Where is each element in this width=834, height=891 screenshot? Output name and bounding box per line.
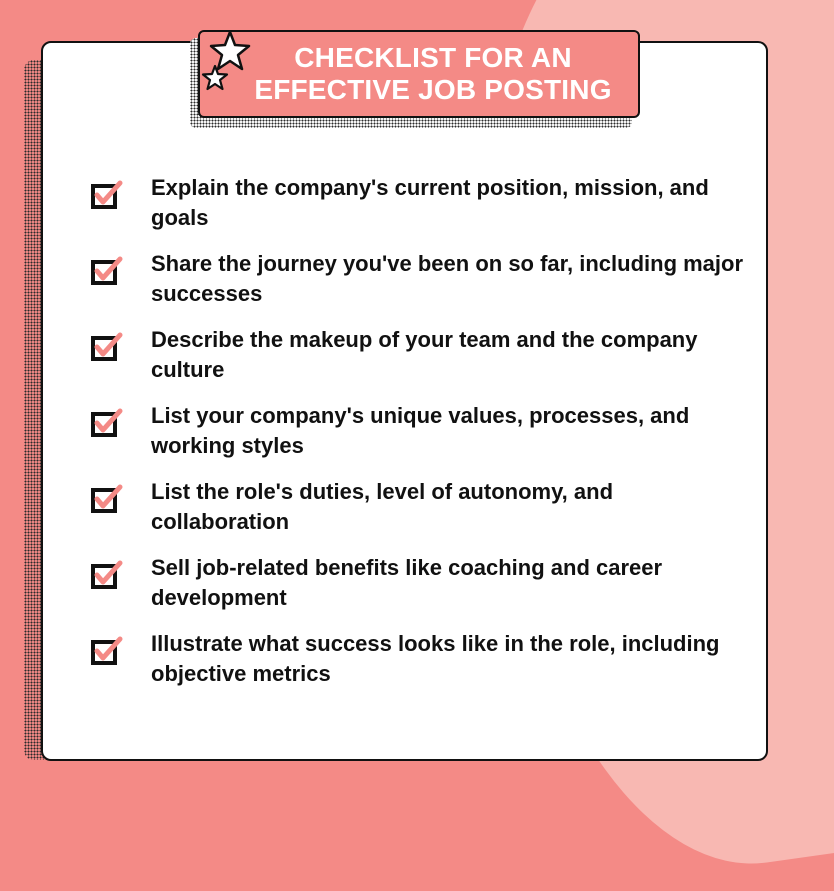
checklist-item-text: Sell job-related benefits like coaching …	[151, 555, 663, 610]
checkbox-checked-icon	[91, 180, 123, 209]
checkbox-checked-icon	[91, 560, 123, 589]
checklist-item: Sell job-related benefits like coaching …	[91, 553, 751, 629]
checklist-card	[41, 41, 768, 761]
checkbox-checked-icon	[91, 484, 123, 513]
checklist-item-text: Illustrate what success looks like in th…	[151, 631, 720, 686]
checklist-item-text: List the role's duties, level of autonom…	[151, 479, 614, 534]
checklist-item: Share the journey you've been on so far,…	[91, 249, 751, 325]
checkbox-checked-icon	[91, 256, 123, 285]
checklist-item-text: Describe the makeup of your team and the…	[151, 327, 698, 382]
checklist: Explain the company's current position, …	[91, 173, 751, 705]
checklist-item-text: Explain the company's current position, …	[151, 175, 709, 230]
title-line-1: CHECKLIST FOR AN	[294, 42, 572, 73]
checklist-item: List your company's unique values, proce…	[91, 401, 751, 477]
checklist-item: Describe the makeup of your team and the…	[91, 325, 751, 401]
large-star-icon	[209, 30, 251, 71]
checklist-item-text: List your company's unique values, proce…	[151, 403, 690, 458]
title-banner: CHECKLIST FOR AN EFFECTIVE JOB POSTING	[198, 30, 640, 118]
checklist-item: List the role's duties, level of autonom…	[91, 477, 751, 553]
checklist-item: Explain the company's current position, …	[91, 173, 751, 249]
checkbox-checked-icon	[91, 408, 123, 437]
checkbox-checked-icon	[91, 636, 123, 665]
title-line-2: EFFECTIVE JOB POSTING	[254, 74, 612, 105]
checkbox-checked-icon	[91, 332, 123, 361]
checklist-item: Illustrate what success looks like in th…	[91, 629, 751, 705]
small-star-icon	[201, 64, 229, 91]
checklist-item-text: Share the journey you've been on so far,…	[151, 251, 744, 306]
